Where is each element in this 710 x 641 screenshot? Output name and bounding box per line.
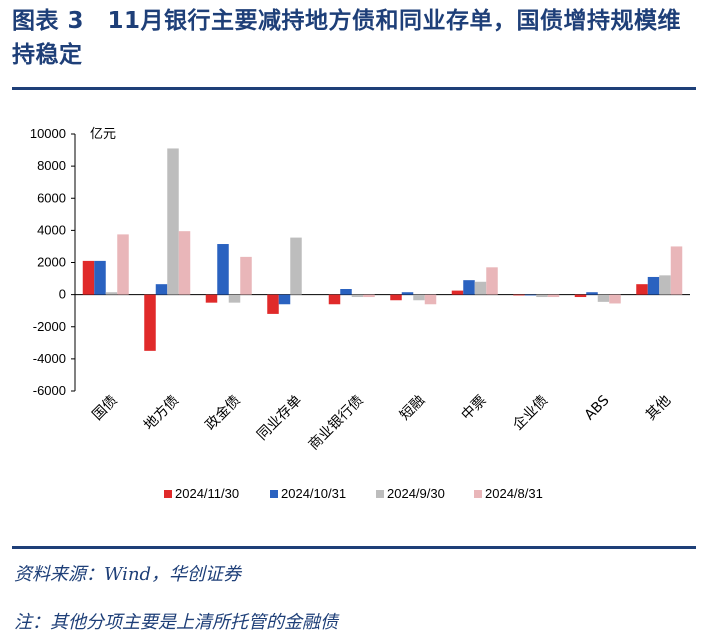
y-tick-label: 4000 [37,222,66,237]
bar-1-4 [267,294,279,314]
x-tick-label: 企业债 [509,392,551,434]
bar-3-8 [536,294,548,298]
legend-label: 2024/9/30 [387,486,445,501]
footnote: 注：其他分项主要是上清所托管的金融债 [14,612,338,633]
x-tick-label: 其他 [643,393,674,424]
bar-3-9 [597,294,610,302]
bar-3-6 [413,294,425,301]
bar-2-1 [94,260,106,295]
bar-chart: 10000 8000 6000 4000 2000 0 -2000 -4000 -6000 亿元国… [30,126,690,501]
y-tick-label: 10000 [30,126,66,141]
bar-1-2 [144,294,156,351]
x-tick-label: 中票 [458,393,489,424]
bar-3-10 [659,275,671,295]
x-tick-label: 商业银行债 [306,393,367,454]
legend-swatch [474,490,482,498]
bar-2-6 [401,292,414,295]
bar-4-6 [424,294,437,305]
bar-2-8 [524,294,537,296]
y-tick-label: 6000 [37,190,66,205]
bar-1-10 [636,284,648,295]
legend-swatch [164,490,172,498]
legend-swatch [376,490,384,498]
bar-2-4 [278,294,291,305]
bar-1-7 [451,290,464,295]
axis-layer: 10000 8000 6000 4000 2000 0 -2000 -4000 -6000 亿元国… [30,126,690,453]
title-divider [12,87,696,90]
y-tick-label: 2000 [37,255,66,270]
bar-1-9 [574,294,587,298]
bar-4-1 [117,234,129,295]
bar-2-3 [217,244,229,295]
source-note: 资料来源：Wind，华创证券 [14,564,242,585]
legend: 2024/11/30 2024/10/31 2024/9/30 2024/8/31 [164,486,543,501]
bar-2-9 [586,292,598,295]
legend-label: 2024/10/31 [281,486,346,501]
bar-3-2 [167,148,179,295]
x-tick-label: 短融 [397,393,428,424]
x-tick-label: ABS [582,392,613,423]
y-tick-label: 0 [59,287,66,302]
bar-1-3 [205,294,218,303]
unit-label: 亿元 [90,127,116,142]
bar-3-7 [474,281,487,295]
y-tick-label: -2000 [33,319,66,334]
bar-3-3 [228,294,241,303]
bar-3-1 [105,292,118,295]
x-tick-label: 地方债 [141,393,182,434]
legend-swatch [270,490,278,498]
chart-title: 图表 3 11月银行主要减持地方债和同业存单，国债增持规模维持稳定 [12,8,682,68]
bar-2-5 [340,289,352,295]
bar-layer [82,148,683,351]
footer-divider [12,546,696,549]
bar-4-8 [547,294,560,298]
bar-4-5 [363,294,375,298]
bar-4-3 [240,256,252,295]
bar-2-10 [647,276,660,295]
bar-3-5 [351,294,364,298]
bar-1-1 [82,260,95,295]
bar-1-8 [513,294,525,296]
y-tick-label: -4000 [33,351,66,366]
bar-4-10 [670,246,683,295]
bar-3-4 [290,237,302,295]
bar-4-9 [609,294,621,304]
bar-2-2 [155,284,168,295]
bar-2-7 [463,280,475,295]
y-tick-label: -6000 [33,383,66,398]
bar-4-2 [178,231,191,295]
legend-label: 2024/11/30 [175,486,239,501]
bar-1-6 [390,294,402,301]
bar-1-5 [328,294,341,305]
y-tick-label: 8000 [37,158,66,173]
x-tick-label: 政金债 [203,393,244,434]
legend-label: 2024/8/31 [485,486,543,501]
bar-4-7 [486,267,498,295]
x-tick-label: 同业存单 [254,393,305,444]
x-tick-label: 国债 [89,393,120,424]
